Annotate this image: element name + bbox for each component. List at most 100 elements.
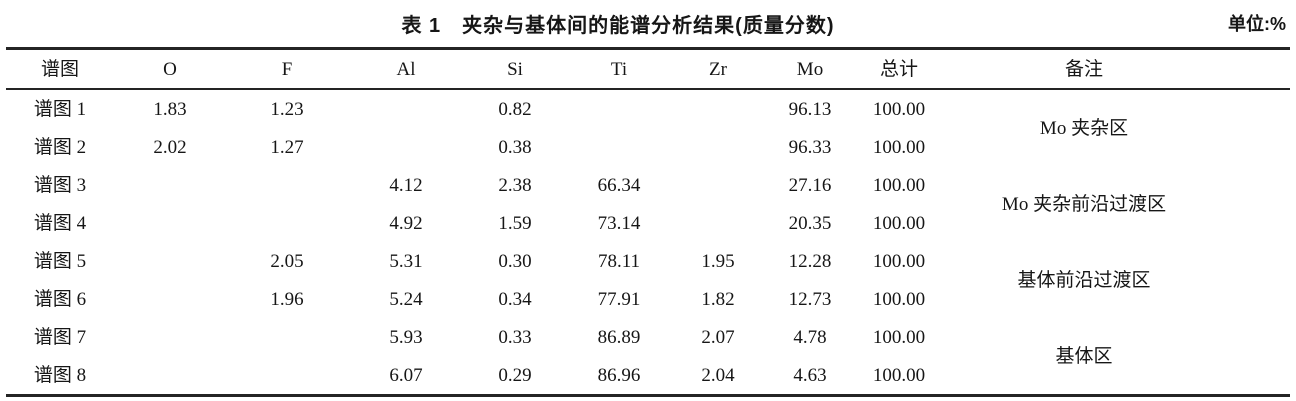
remark-cell: 基体前沿过渡区 bbox=[1017, 269, 1151, 291]
row-label: 谱图 1 bbox=[33, 98, 87, 120]
table-cell bbox=[226, 356, 348, 396]
column-header-total: 总计 bbox=[856, 48, 942, 90]
table-caption-row: 表 1 夹杂与基体间的能谱分析结果(质量分数) 单位:% bbox=[0, 0, 1296, 47]
table-cell bbox=[114, 318, 226, 356]
table-cell: 96.13 bbox=[788, 98, 832, 120]
table-cell: 12.73 bbox=[788, 288, 832, 310]
table-cell: 12.28 bbox=[788, 250, 832, 272]
table-cell: 100.00 bbox=[872, 326, 926, 348]
table-cell: 1.23 bbox=[270, 98, 304, 120]
table-cell: 73.14 bbox=[597, 212, 641, 234]
row-label: 谱图 3 bbox=[33, 174, 87, 196]
table-cell: 100.00 bbox=[872, 288, 926, 310]
table-cell bbox=[672, 204, 764, 242]
table-cell: 20.35 bbox=[788, 212, 832, 234]
table-cell: 0.34 bbox=[498, 288, 532, 310]
table-cell: 1.59 bbox=[498, 212, 532, 234]
table-cell: 96.33 bbox=[788, 136, 832, 158]
table-cell: 1.83 bbox=[153, 98, 187, 120]
table-cell: 0.82 bbox=[498, 98, 532, 120]
table-cell: 4.63 bbox=[793, 364, 827, 386]
table-cell: 5.93 bbox=[389, 326, 423, 348]
table-title: 表 1 夹杂与基体间的能谱分析结果(质量分数) bbox=[401, 15, 835, 37]
table-cell bbox=[348, 128, 464, 166]
table-cell bbox=[114, 280, 226, 318]
table-cell: 1.96 bbox=[270, 288, 304, 310]
remark-cell: Mo 夹杂区 bbox=[1039, 117, 1129, 139]
table-cell: 1.27 bbox=[270, 136, 304, 158]
table-cell bbox=[114, 356, 226, 396]
row-label: 谱图 4 bbox=[33, 212, 87, 234]
table-cell: 0.38 bbox=[498, 136, 532, 158]
table-row: 谱图 8 6.07 0.29 86.96 2.04 4.63 100.00 bbox=[6, 356, 1290, 396]
table-cell: 1.82 bbox=[701, 288, 735, 310]
column-header-remark: 备注 bbox=[942, 48, 1290, 90]
table-cell bbox=[114, 242, 226, 280]
column-header-Si: Si bbox=[464, 48, 566, 90]
row-label: 谱图 7 bbox=[33, 326, 87, 348]
table-cell: 6.07 bbox=[389, 364, 423, 386]
table-cell: 66.34 bbox=[597, 174, 641, 196]
table-cell: 5.24 bbox=[389, 288, 423, 310]
table-cell: 0.33 bbox=[498, 326, 532, 348]
table-cell: 2.05 bbox=[270, 250, 304, 272]
row-label: 谱图 8 bbox=[33, 364, 87, 386]
remark-cell: Mo 夹杂前沿过渡区 bbox=[1001, 193, 1167, 215]
table-cell: 2.02 bbox=[153, 136, 187, 158]
table-cell: 4.12 bbox=[389, 174, 423, 196]
table-cell bbox=[672, 166, 764, 204]
table-cell bbox=[566, 128, 672, 166]
table-cell bbox=[226, 204, 348, 242]
table-cell: 100.00 bbox=[872, 136, 926, 158]
table-cell: 78.11 bbox=[597, 250, 641, 272]
table-row: 谱图 1 1.83 1.23 0.82 96.13 100.00 Mo 夹杂区 bbox=[6, 89, 1290, 138]
table-cell: 0.29 bbox=[498, 364, 532, 386]
table-row: 谱图 5 2.05 5.31 0.30 78.11 1.95 12.28 100… bbox=[6, 242, 1290, 290]
unit-label: 单位:% bbox=[1228, 14, 1286, 34]
table-cell: 2.04 bbox=[701, 364, 735, 386]
table-cell: 100.00 bbox=[872, 364, 926, 386]
table-cell bbox=[672, 89, 764, 128]
column-header-Mo: Mo bbox=[764, 48, 856, 90]
table-cell bbox=[226, 318, 348, 356]
table-cell bbox=[672, 128, 764, 166]
table-cell: 100.00 bbox=[872, 250, 926, 272]
table-cell bbox=[226, 166, 348, 204]
column-header-F: F bbox=[226, 48, 348, 90]
table-cell: 5.31 bbox=[389, 250, 423, 272]
column-header-Zr: Zr bbox=[672, 48, 764, 90]
table-row: 谱图 4 4.92 1.59 73.14 20.35 100.00 bbox=[6, 204, 1290, 242]
table-cell: 2.07 bbox=[701, 326, 735, 348]
header-row: 谱图 O F Al Si Ti Zr Mo 总计 备注 bbox=[6, 48, 1290, 90]
table-cell: 2.38 bbox=[498, 174, 532, 196]
table-row: 谱图 2 2.02 1.27 0.38 96.33 100.00 bbox=[6, 128, 1290, 166]
table-cell: 100.00 bbox=[872, 212, 926, 234]
table-cell: 0.30 bbox=[498, 250, 532, 272]
table-cell bbox=[566, 89, 672, 128]
table-cell bbox=[114, 166, 226, 204]
table-cell: 100.00 bbox=[872, 98, 926, 120]
table-cell: 1.95 bbox=[701, 250, 735, 272]
table-cell: 4.78 bbox=[793, 326, 827, 348]
row-label: 谱图 5 bbox=[33, 250, 87, 272]
table-row: 谱图 7 5.93 0.33 86.89 2.07 4.78 100.00 基体… bbox=[6, 318, 1290, 366]
table-row: 谱图 3 4.12 2.38 66.34 27.16 100.00 Mo 夹杂前… bbox=[6, 166, 1290, 214]
remark-cell: 基体区 bbox=[1055, 345, 1113, 367]
table-cell: 27.16 bbox=[788, 174, 832, 196]
column-header-Al: Al bbox=[348, 48, 464, 90]
row-label: 谱图 6 bbox=[33, 288, 87, 310]
column-header-Ti: Ti bbox=[566, 48, 672, 90]
table-cell bbox=[114, 204, 226, 242]
table-cell: 100.00 bbox=[872, 174, 926, 196]
table-cell: 77.91 bbox=[597, 288, 641, 310]
table-cell: 4.92 bbox=[389, 212, 423, 234]
column-header-O: O bbox=[114, 48, 226, 90]
table-cell: 86.89 bbox=[597, 326, 641, 348]
table-row: 谱图 6 1.96 5.24 0.34 77.91 1.82 12.73 100… bbox=[6, 280, 1290, 318]
energy-spectrum-table: 谱图 O F Al Si Ti Zr Mo 总计 备注 谱图 1 1.83 1.… bbox=[6, 47, 1290, 397]
table-cell bbox=[348, 89, 464, 128]
table-cell: 86.96 bbox=[597, 364, 641, 386]
row-label: 谱图 2 bbox=[33, 136, 87, 158]
column-header-spectrum: 谱图 bbox=[6, 48, 114, 90]
